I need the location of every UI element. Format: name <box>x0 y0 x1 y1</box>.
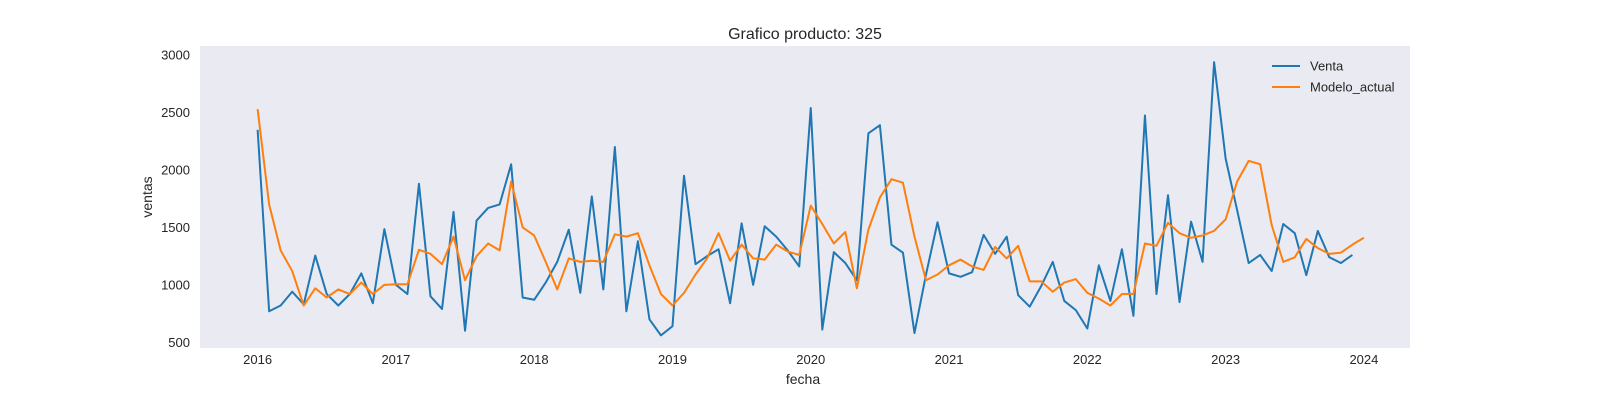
chart-title: Grafico producto: 325 <box>728 26 882 43</box>
y-tick-label: 3000 <box>161 48 190 63</box>
y-tick-label: 2500 <box>161 105 190 120</box>
x-tick-label: 2023 <box>1211 352 1240 367</box>
y-tick-label: 2000 <box>161 163 190 178</box>
legend: Venta Modelo_actual <box>1272 59 1395 95</box>
x-tick-label: 2020 <box>796 352 825 367</box>
x-tick-label: 2018 <box>520 352 549 367</box>
series-line-venta <box>256 61 1353 337</box>
x-tick-label: 2024 <box>1349 352 1378 367</box>
y-axis-title: ventas <box>139 176 155 217</box>
y-tick-label: 500 <box>168 335 190 350</box>
x-tick-label: 2021 <box>935 352 964 367</box>
y-tick-label: 1000 <box>161 277 190 292</box>
series-lines <box>256 61 1365 337</box>
y-axis: 500 1000 1500 2000 2500 3000 <box>161 48 190 350</box>
y-tick-label: 1500 <box>161 220 190 235</box>
x-axis-title: fecha <box>786 371 820 387</box>
x-axis: 2016 2017 2018 2019 2020 2021 2022 2023 2024 <box>243 352 1378 367</box>
x-tick-label: 2019 <box>658 352 687 367</box>
legend-label: Venta <box>1310 59 1344 74</box>
legend-label: Modelo_actual <box>1310 80 1395 95</box>
x-tick-label: 2017 <box>381 352 410 367</box>
series-line-modelo-actual <box>256 109 1365 307</box>
x-tick-label: 2022 <box>1073 352 1102 367</box>
x-tick-label: 2016 <box>243 352 272 367</box>
